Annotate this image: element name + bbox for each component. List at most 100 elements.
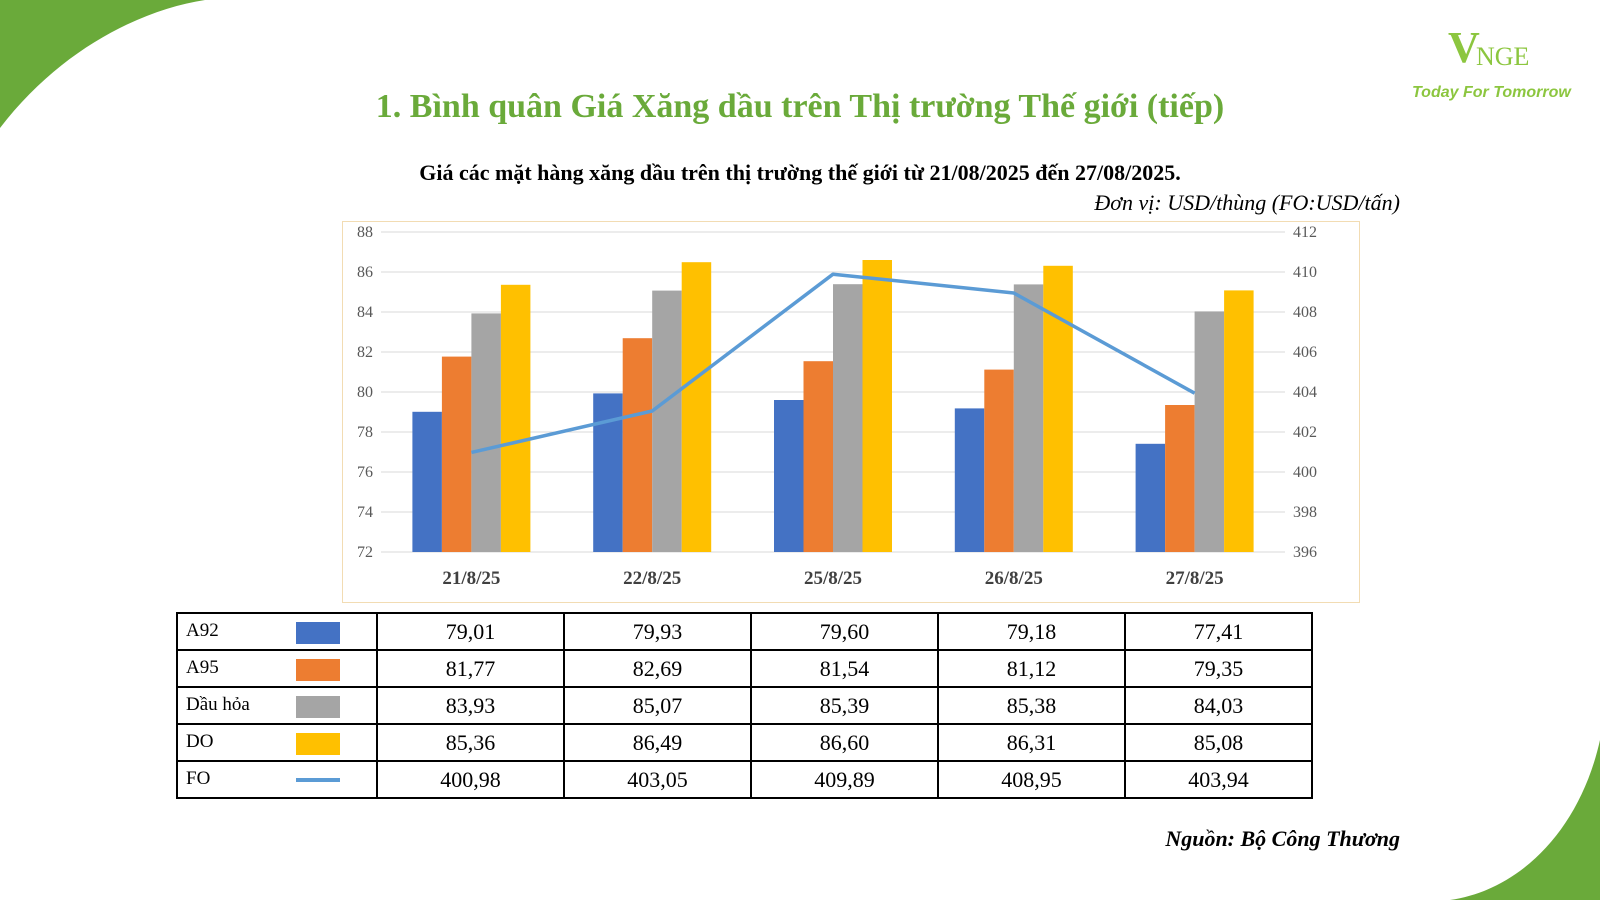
table-row: FO 400,98 403,05 409,89 408,95 403,94 (176, 760, 1313, 799)
table-cell: 403,05 (563, 760, 752, 799)
table-cell: 85,07 (563, 686, 752, 725)
bar-a95 (984, 369, 1014, 552)
x-tick-label: 27/8/25 (1166, 568, 1224, 589)
table-cell: 400,98 (376, 760, 565, 799)
table-cell: 81,54 (750, 649, 939, 688)
bar-a95 (441, 356, 472, 552)
y-right-tick-label: 396 (1293, 544, 1317, 561)
bar-dầu-hỏa (652, 290, 682, 552)
logo-tagline: Today For Tomorrow (1412, 84, 1571, 101)
source-note: Nguồn: Bộ Công Thương (1165, 826, 1400, 851)
combo-chart: 72 396 74 398 76 400 78 402 80 404 82 406 84 408 86 410… (357, 224, 1317, 589)
series-name: FO (186, 768, 211, 789)
bar-dầu-hỏa (833, 284, 863, 552)
series-name: A95 (186, 657, 219, 678)
bar-do (1224, 290, 1254, 552)
table-row: Dầu hỏa 83,93 85,07 85,39 85,38 84,03 (176, 686, 1313, 725)
bar-a95 (803, 361, 833, 552)
table-cell: 83,93 (376, 686, 565, 725)
table-cell: 81,12 (937, 649, 1126, 688)
table-cell: 86,31 (937, 723, 1126, 762)
vnge-logo: V NGE Today For Tomorrow (1400, 22, 1590, 112)
y-left-tick-label: 80 (357, 384, 373, 401)
table-row: DO 85,36 86,49 86,60 86,31 85,08 (176, 723, 1313, 762)
bar-a95 (1165, 405, 1195, 552)
y-left-tick-label: 72 (357, 544, 373, 561)
table-cell: 79,01 (376, 612, 565, 651)
table-cell: 409,89 (750, 760, 939, 799)
legend-swatch (296, 733, 340, 755)
table-cell: 85,39 (750, 686, 939, 725)
bar-do (500, 284, 531, 552)
data-table: A92 79,01 79,93 79,60 79,18 77,41 A95 81,77 82,6… (176, 612, 1313, 799)
x-tick-label: 21/8/25 (442, 568, 500, 589)
bar-do (1043, 265, 1073, 552)
table-cell: 82,69 (563, 649, 752, 688)
corner-swoosh-bottom-right (1450, 740, 1600, 900)
table-cell: 403,94 (1124, 760, 1313, 799)
y-right-tick-label: 402 (1293, 424, 1317, 441)
logo-mark-v: V (1448, 23, 1480, 72)
corner-swoosh-top-left (0, 0, 205, 128)
y-right-tick-label: 398 (1293, 504, 1317, 521)
y-left-tick-label: 86 (357, 264, 373, 281)
logo-mark-rest: NGE (1476, 42, 1530, 71)
legend-swatch (296, 778, 340, 782)
chart-title: Giá các mặt hàng xăng dầu trên thị trườn… (419, 160, 1181, 185)
series-name: DO (186, 731, 214, 752)
bar-a92 (412, 411, 442, 552)
y-left-tick-label: 78 (357, 424, 373, 441)
y-right-tick-label: 412 (1293, 224, 1317, 241)
table-cell: 79,93 (563, 612, 752, 651)
bar-a92 (1135, 443, 1166, 552)
table-cell: 408,95 (937, 760, 1126, 799)
unit-note: Đơn vị: USD/thùng (FO:USD/tấn) (1094, 190, 1400, 215)
table-cell: 85,36 (376, 723, 565, 762)
x-tick-label: 25/8/25 (804, 568, 862, 589)
table-cell: 86,49 (563, 723, 752, 762)
table-cell: 77,41 (1124, 612, 1313, 651)
x-tick-label: 22/8/25 (623, 568, 681, 589)
table-row: A92 79,01 79,93 79,60 79,18 77,41 (176, 612, 1313, 651)
bar-dầu-hỏa (1013, 284, 1044, 552)
bar-do (862, 260, 892, 552)
table-cell: 86,60 (750, 723, 939, 762)
bar-a92 (954, 408, 985, 552)
series-label-cell: A95 (176, 649, 378, 688)
series-name: A92 (186, 620, 219, 641)
y-right-tick-label: 408 (1293, 304, 1317, 321)
legend-swatch (296, 622, 340, 644)
table-cell: 84,03 (1124, 686, 1313, 725)
legend-swatch (296, 659, 340, 681)
x-tick-label: 26/8/25 (985, 568, 1043, 589)
page-title: 1. Bình quân Giá Xăng dầu trên Thị trườn… (375, 88, 1225, 125)
series-label-cell: A92 (176, 612, 378, 651)
y-left-tick-label: 74 (357, 504, 373, 521)
table-row: A95 81,77 82,69 81,54 81,12 79,35 (176, 649, 1313, 688)
series-label-cell: Dầu hỏa (176, 686, 378, 725)
table-cell: 79,60 (750, 612, 939, 651)
bar-dầu-hỏa (471, 313, 501, 552)
table-cell: 79,18 (937, 612, 1126, 651)
table-cell: 85,08 (1124, 723, 1313, 762)
y-left-tick-label: 84 (357, 304, 373, 321)
series-label-cell: FO (176, 760, 378, 799)
y-left-tick-label: 76 (357, 464, 373, 481)
bar-dầu-hỏa (1194, 311, 1225, 552)
y-right-tick-label: 406 (1293, 344, 1317, 361)
bar-do (681, 262, 712, 552)
chart-area: 72 396 74 398 76 400 78 402 80 404 82 406 84 408 86 410… (342, 221, 1360, 603)
bar-a92 (774, 400, 804, 552)
y-right-tick-label: 404 (1293, 384, 1317, 401)
series-name: Dầu hỏa (186, 694, 250, 715)
y-left-tick-label: 88 (357, 224, 373, 241)
table-cell: 81,77 (376, 649, 565, 688)
table-cell: 85,38 (937, 686, 1126, 725)
y-right-tick-label: 410 (1293, 264, 1317, 281)
legend-swatch (296, 696, 340, 718)
y-left-tick-label: 82 (357, 344, 373, 361)
y-right-tick-label: 400 (1293, 464, 1317, 481)
bar-a95 (622, 338, 653, 552)
series-label-cell: DO (176, 723, 378, 762)
table-cell: 79,35 (1124, 649, 1313, 688)
